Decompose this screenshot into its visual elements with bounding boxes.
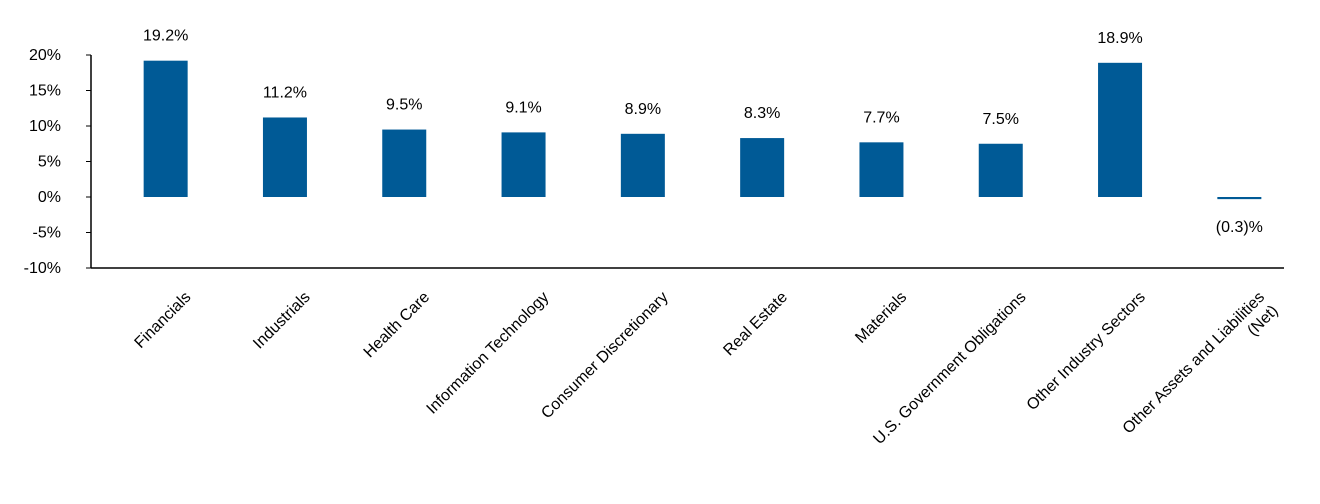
bar — [382, 129, 427, 197]
bar — [262, 117, 307, 197]
category-label: Real Estate — [720, 289, 791, 360]
y-tick-label: 5% — [38, 154, 61, 171]
category-label: Materials — [852, 289, 910, 347]
category-label: Other Industry Sectors — [1024, 289, 1149, 414]
data-label: 9.1% — [505, 99, 541, 116]
category-label-line: Other Assets and Liabilities — [1120, 289, 1268, 437]
bar — [740, 138, 785, 197]
data-label: 19.2% — [143, 28, 188, 45]
y-tick-label: 20% — [29, 47, 61, 64]
category-label: Health Care — [361, 289, 433, 361]
y-axis: 20% 15% 10% 5% 0% -5% -10% — [24, 47, 92, 277]
y-tick-label: -10% — [24, 260, 61, 277]
category-label: Information Technology — [424, 289, 553, 418]
bars — [143, 60, 1262, 200]
category-label-line: Health Care — [361, 289, 433, 361]
data-label: 7.7% — [863, 109, 899, 126]
data-label: 9.5% — [386, 97, 422, 114]
category-label: Financials — [132, 289, 195, 352]
category-label-line: Information Technology — [424, 289, 553, 418]
bar — [143, 60, 188, 198]
y-tick-label: 10% — [29, 118, 61, 135]
y-tick-label: 0% — [38, 189, 61, 206]
bar — [859, 142, 904, 197]
category-label: Consumer Discretionary — [538, 289, 671, 422]
category-label-line: Industrials — [250, 289, 314, 353]
data-label: 7.5% — [983, 111, 1019, 128]
bar — [620, 133, 665, 197]
category-label-line: Real Estate — [720, 289, 791, 360]
category-labels: Financials Industrials Health CareInformat… — [132, 289, 1282, 451]
data-label: 18.9% — [1097, 30, 1142, 47]
bar — [501, 132, 546, 197]
bar — [978, 143, 1023, 197]
data-label: 8.9% — [625, 101, 661, 118]
category-label: Other Assets and Liabilities(Net) — [1120, 289, 1282, 451]
category-label-line: Consumer Discretionary — [538, 289, 671, 422]
category-label-line: Materials — [852, 289, 910, 347]
bar — [1217, 197, 1262, 200]
category-label-line: Other Industry Sectors — [1024, 289, 1149, 414]
category-label: Industrials — [250, 289, 314, 353]
data-label: (0.3)% — [1216, 219, 1263, 236]
data-labels: 19.2% 11.2% 9.5% 9.1% 8.9% 8.3% 7.7% 7.5% 18.9% (… — [143, 28, 1263, 236]
bar — [1098, 62, 1143, 198]
category-label-line: Financials — [132, 289, 195, 352]
y-tick-label: -5% — [33, 225, 61, 242]
data-label: 11.2% — [263, 84, 307, 101]
y-tick-label: 15% — [29, 83, 61, 100]
data-label: 8.3% — [744, 105, 780, 122]
